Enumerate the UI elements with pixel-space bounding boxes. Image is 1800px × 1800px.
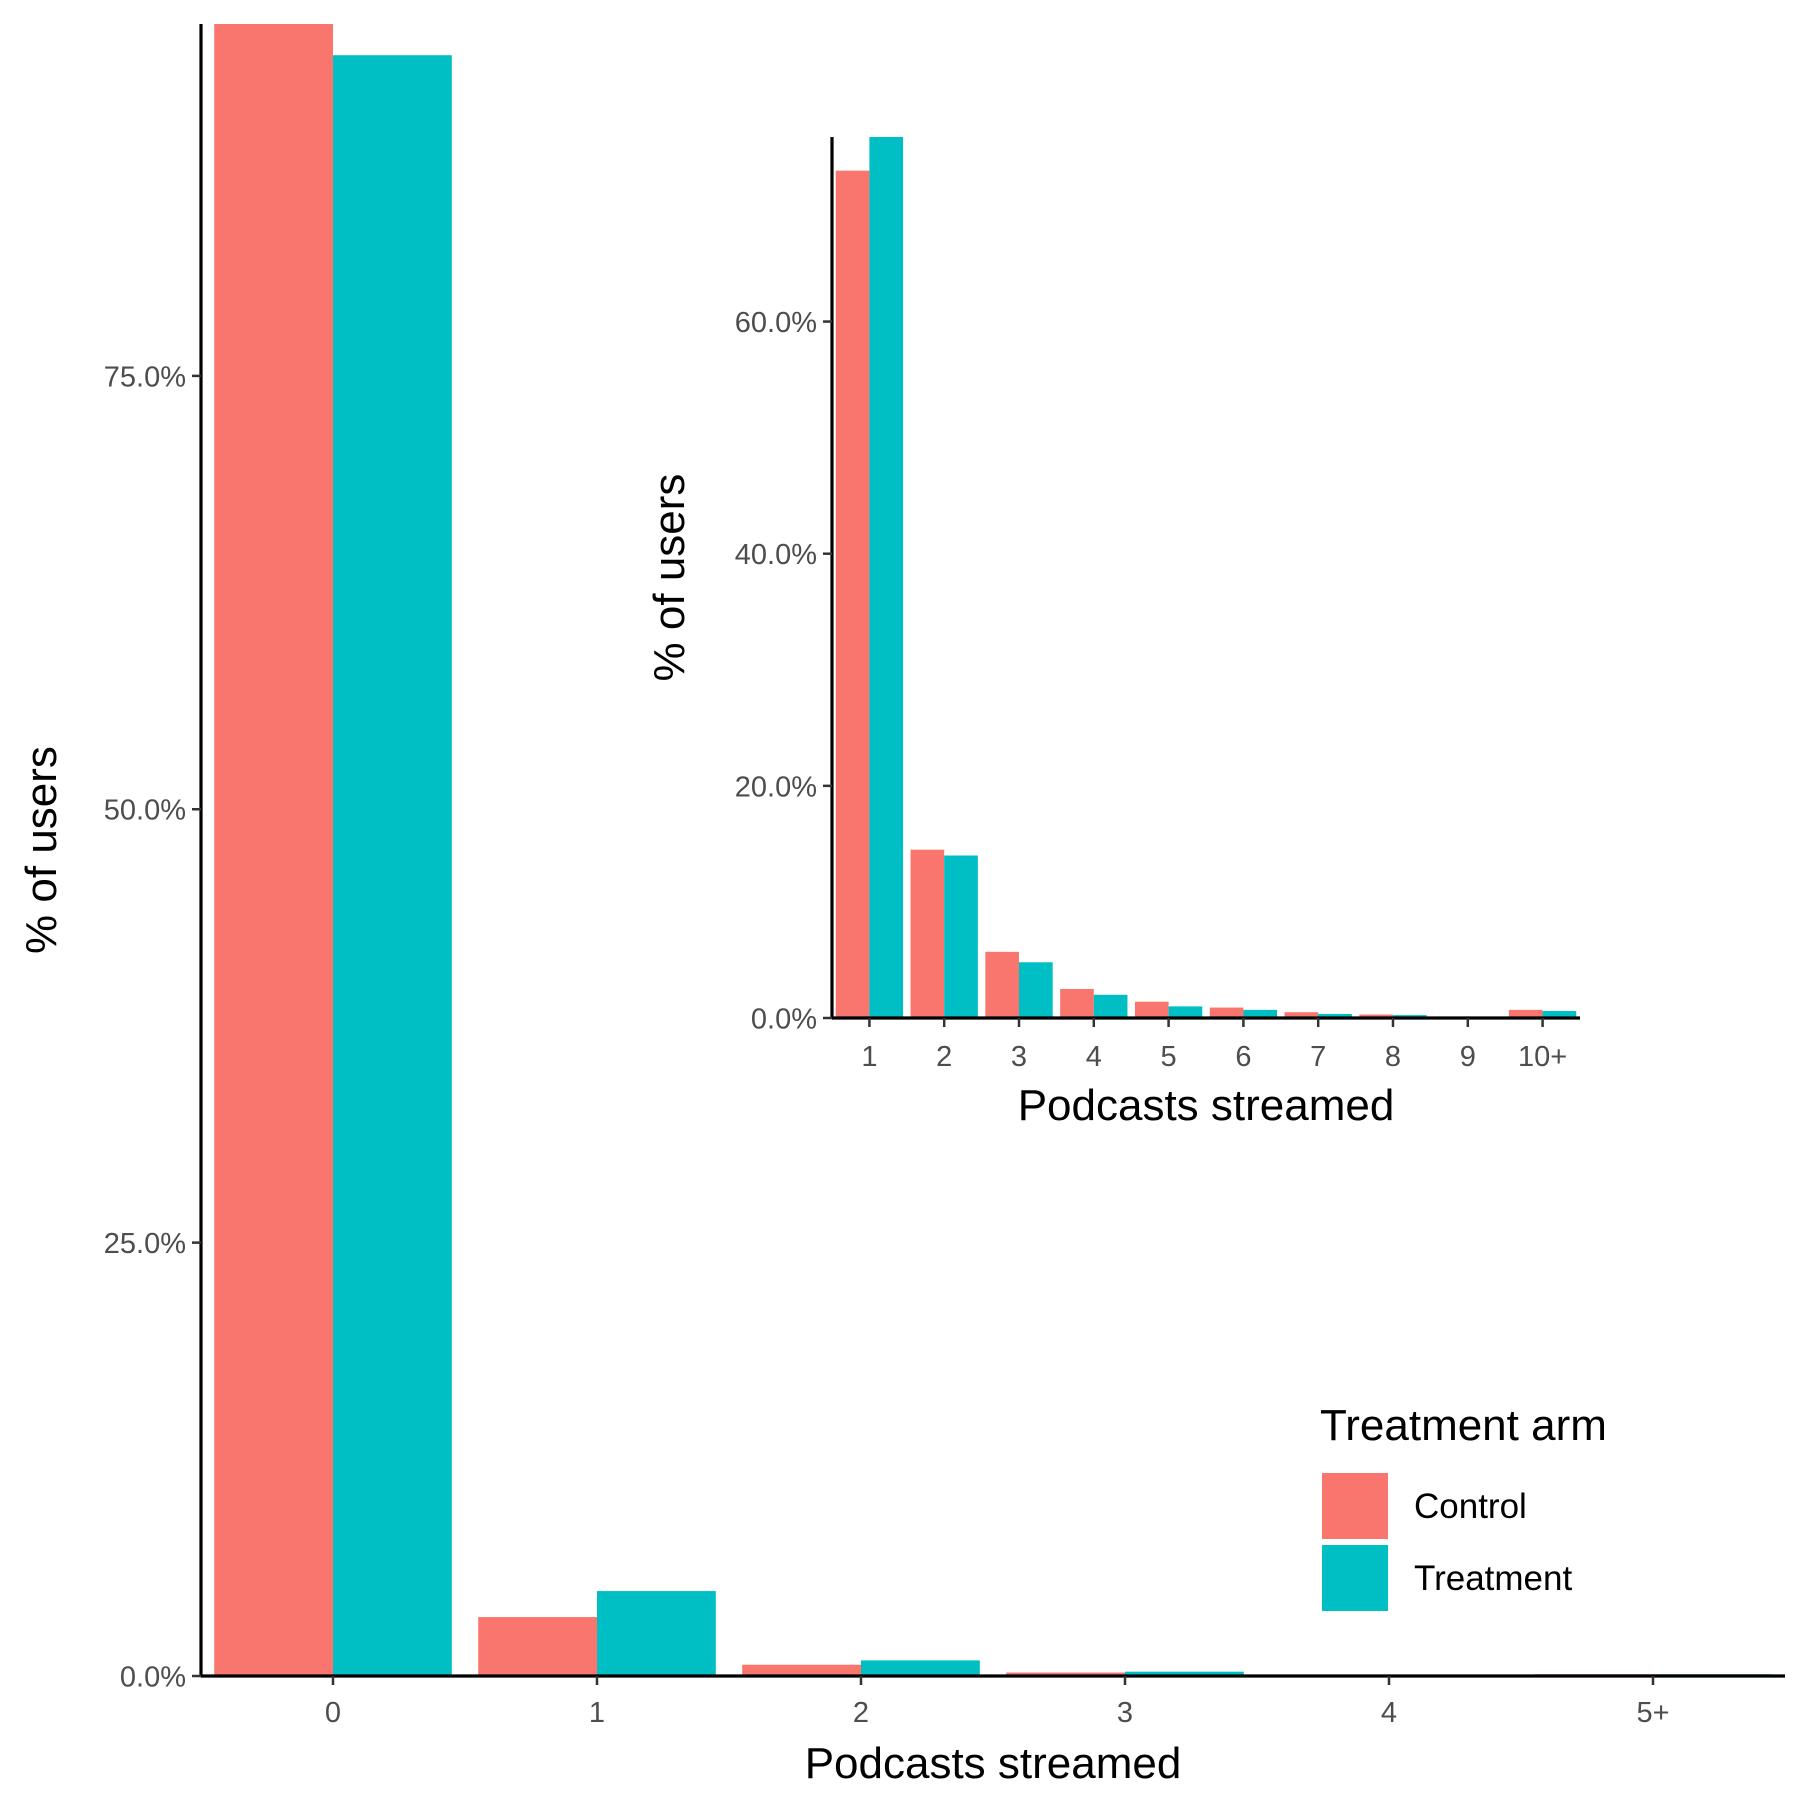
inset-x-tick-label: 7 — [1310, 1041, 1326, 1073]
inset-bar-control-8 — [1359, 1014, 1393, 1018]
main-y-axis-title: % of users — [17, 746, 66, 954]
inset-bar-control-10plus — [1508, 1009, 1543, 1018]
inset-y-tick-label: 20.0% — [735, 771, 817, 803]
inset-x-tick-label: 5 — [1161, 1041, 1177, 1073]
inset-bar-control-2 — [910, 849, 945, 1018]
inset-bar-control-7 — [1284, 1012, 1319, 1018]
main-x-tick-label: 0 — [325, 1697, 341, 1729]
inset-bar-treatment-6 — [1243, 1009, 1278, 1018]
inset-x-tick-label: 6 — [1235, 1041, 1251, 1073]
inset-x-tick-label: 9 — [1460, 1041, 1476, 1073]
inset-bar-treatment-5 — [1168, 1006, 1203, 1018]
inset-x-tick-label: 10+ — [1518, 1041, 1567, 1073]
inset-x-tick-label: 3 — [1011, 1041, 1027, 1073]
inset-bar-treatment-4 — [1093, 994, 1128, 1018]
inset-x-tick-label: 8 — [1385, 1041, 1401, 1073]
main-bar-control-2 — [742, 1664, 861, 1676]
main-y-tick-label: 0.0% — [120, 1661, 186, 1693]
main-x-tick-label: 1 — [589, 1697, 605, 1729]
inset-bar-treatment-1 — [869, 137, 904, 1018]
legend-title: Treatment arm — [1320, 1401, 1607, 1450]
inset-bar-control-5 — [1134, 1001, 1169, 1018]
inset-x-tick-label: 1 — [861, 1041, 877, 1073]
main-y-tick-label: 75.0% — [104, 361, 186, 393]
main-x-tick-label: 3 — [1117, 1697, 1133, 1729]
inset-y-tick-label: 40.0% — [735, 539, 817, 571]
main-bar-control-1 — [478, 1617, 597, 1676]
main-plot: 0 1 2 3 4 5+0.0%25.0%50.0%75.0%Podcasts strea… — [17, 24, 1785, 1788]
inset-bar-control-6 — [1209, 1007, 1244, 1018]
inset-bar-control-3 — [985, 951, 1019, 1018]
main-bar-treatment-0 — [333, 55, 452, 1677]
inset-y-axis-title: % of users — [645, 474, 694, 682]
inset-bar-control-4 — [1060, 988, 1094, 1018]
legend-label-control: Control — [1414, 1487, 1527, 1526]
main-bar-treatment-1 — [597, 1591, 716, 1676]
main-y-tick-label: 25.0% — [104, 1228, 186, 1260]
inset-bar-treatment-10plus — [1542, 1011, 1577, 1018]
main-y-tick-label: 50.0% — [104, 795, 186, 827]
legend-key-treatment — [1322, 1545, 1388, 1611]
inset-y-tick-label: 0.0% — [751, 1003, 817, 1035]
main-x-tick-label: 4 — [1381, 1697, 1397, 1729]
main-x-tick-label: 5+ — [1636, 1697, 1669, 1729]
inset-plot: 1 2 3 4 5 6 7 8 9 10+ 0.0% 20.0% 40.0% 60.0% Podcasts … — [645, 137, 1580, 1130]
inset-bar-treatment-2 — [944, 855, 978, 1018]
main-bar-control-0 — [214, 24, 333, 1676]
main-bar-treatment-3 — [1125, 1671, 1244, 1676]
inset-bar-treatment-3 — [1019, 962, 1053, 1018]
main-x-tick-label: 2 — [853, 1697, 869, 1729]
main-x-axis-title: Podcasts streamed — [805, 1739, 1182, 1788]
main-bar-control-3 — [1006, 1672, 1125, 1676]
legend-key-control — [1322, 1473, 1388, 1539]
inset-x-tick-label: 2 — [936, 1041, 952, 1073]
inset-y-tick-label: 60.0% — [735, 307, 817, 339]
inset-x-axis-title: Podcasts streamed — [1018, 1081, 1395, 1130]
inset-x-tick-label: 4 — [1086, 1041, 1102, 1073]
inset-bar-control-1 — [835, 170, 870, 1019]
inset-bar-treatment-7 — [1318, 1013, 1352, 1018]
legend: Treatment arm Control Treatment — [1320, 1401, 1607, 1611]
main-bar-treatment-2 — [861, 1660, 980, 1676]
legend-label-treatment: Treatment — [1414, 1559, 1572, 1598]
